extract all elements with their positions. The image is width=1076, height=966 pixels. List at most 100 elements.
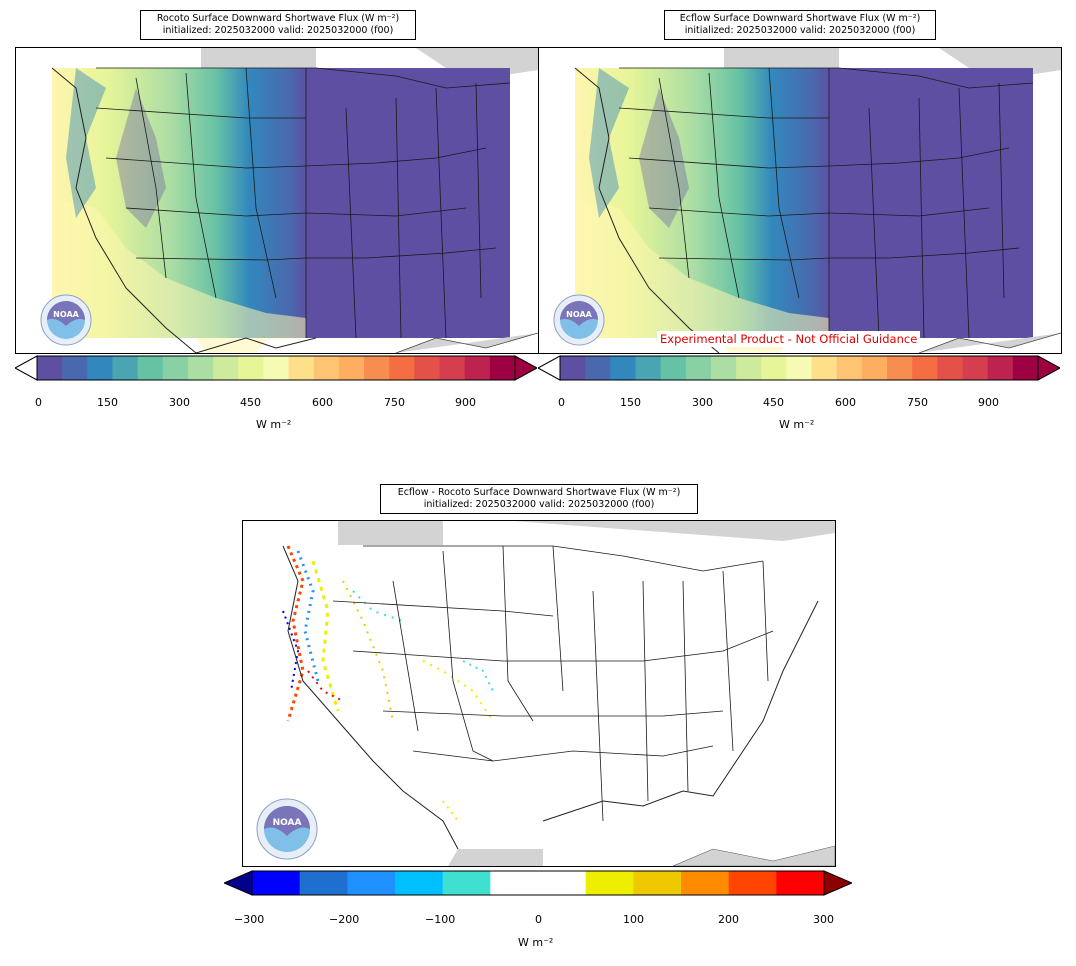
cb3-cell-4 <box>442 871 491 895</box>
cb1-tick-0: 0 <box>35 396 42 409</box>
panel1-title: Rocoto Surface Downward Shortwave Flux (… <box>140 10 416 40</box>
cb1-tick-150: 150 <box>97 396 118 409</box>
cb1-cell-5 <box>162 356 189 380</box>
cb3-cell-0 <box>252 871 301 895</box>
noaa-logo-text: NOAA <box>566 310 592 319</box>
cb3-tick-200: 200 <box>718 913 739 926</box>
panel1-coastline <box>51 67 197 353</box>
cb2-cell-14 <box>912 356 938 380</box>
noaa-logo: NOAA <box>256 798 318 860</box>
noaa-logo-text: NOAA <box>273 818 302 828</box>
experimental-banner: Experimental Product - Not Official Guid… <box>657 331 921 347</box>
panel3-map-svg: NOAA <box>243 521 835 866</box>
panel3-state-borders <box>332 545 774 822</box>
cb3-cell-6 <box>538 871 587 895</box>
cb2-tick-300: 300 <box>692 396 713 409</box>
cb1-tick-300: 300 <box>169 396 190 409</box>
cb3-tick-neg200: −200 <box>329 913 360 926</box>
panel2-colorbar <box>538 355 1060 381</box>
panel1-rockies-cloud <box>116 88 166 228</box>
panel1-pacific-nw-cloud <box>66 68 106 218</box>
panel1-map-svg: NOAA <box>16 48 538 353</box>
cb1-cell-0 <box>37 356 63 380</box>
panel1-title-line2: initialized: 2025032000 valid: 202503200… <box>162 25 394 36</box>
cb3-cell-7 <box>585 871 634 895</box>
cb1-cell-11 <box>313 356 340 380</box>
noaa-logo: NOAA <box>553 294 605 346</box>
cb2-cell-4 <box>660 356 687 380</box>
cb2-cell-10 <box>811 356 838 380</box>
cb1-cell-17 <box>464 356 491 380</box>
canada-land <box>201 48 316 68</box>
panel2-title-line1: Ecflow Surface Downward Shortwave Flux (… <box>679 13 921 24</box>
panel3-title-line1: Ecflow - Rocoto Surface Downward Shortwa… <box>397 487 681 498</box>
cb2-cell-13 <box>887 356 913 380</box>
cb3-cell-8 <box>633 871 682 895</box>
cb2-tick-900: 900 <box>978 396 999 409</box>
cb1-tick-450: 450 <box>240 396 261 409</box>
panel3-colorbar <box>224 870 852 896</box>
panel3-diff-speckles <box>282 545 494 822</box>
cb2-tick-750: 750 <box>907 396 928 409</box>
cb2-cell-15 <box>937 356 964 380</box>
cb1-tick-750: 750 <box>384 396 405 409</box>
cb1-cell-15 <box>414 356 441 380</box>
cb3-tick-0: 0 <box>535 913 542 926</box>
cb2-tick-600: 600 <box>835 396 856 409</box>
panel1-caribbean <box>395 332 538 353</box>
cb1-cell-6 <box>187 356 214 380</box>
cb1-cell-2 <box>87 356 113 380</box>
cb2-cell-6 <box>710 356 737 380</box>
panel2-colorbar-unit: W m⁻² <box>779 418 815 431</box>
cb3-cell-5 <box>490 871 539 895</box>
cb1-cell-3 <box>112 356 139 380</box>
cb1-cell-10 <box>288 356 315 380</box>
cb2-cell-3 <box>635 356 662 380</box>
cb2-cell-7 <box>736 356 762 380</box>
panel3-map: NOAA <box>242 520 836 867</box>
panel2-map-svg: NOAA <box>539 48 1061 353</box>
panel3-colorbar-unit: W m⁻² <box>518 936 554 949</box>
cb3-tick-100: 100 <box>623 913 644 926</box>
panel3-title: Ecflow - Rocoto Surface Downward Shortwa… <box>380 484 698 514</box>
cb3-cell-3 <box>395 871 444 895</box>
panel2-title: Ecflow Surface Downward Shortwave Flux (… <box>664 10 936 40</box>
cb3-tick-neg100: −100 <box>425 913 456 926</box>
panel1-southwest-bright <box>52 198 306 353</box>
noaa-logo-text: NOAA <box>53 310 79 319</box>
cb1-cell-14 <box>389 356 415 380</box>
panel1-colorbar <box>15 355 537 381</box>
cb3-tick-300: 300 <box>813 913 834 926</box>
panel3-coastline <box>282 545 459 850</box>
cb1-tick-900: 900 <box>455 396 476 409</box>
panel1-state-borders <box>95 67 511 339</box>
cb2-cell-0 <box>560 356 586 380</box>
panel2-title-line2: initialized: 2025032000 valid: 202503200… <box>684 25 916 36</box>
cb3-cell-11 <box>776 871 825 895</box>
cb3-cell-2 <box>347 871 396 895</box>
cb2-cell-5 <box>685 356 712 380</box>
mexico-land <box>448 849 543 866</box>
cb3-cell-10 <box>728 871 777 895</box>
panel3-title-line2: initialized: 2025032000 valid: 202503200… <box>423 499 655 510</box>
cb1-cell-13 <box>364 356 390 380</box>
cb2-cell-17 <box>987 356 1014 380</box>
panel1-map: NOAA <box>15 47 539 354</box>
cb2-cell-18 <box>1012 356 1039 380</box>
cb2-cell-8 <box>761 356 787 380</box>
panel2-state-borders <box>618 67 1034 339</box>
cb1-cell-8 <box>238 356 264 380</box>
cb1-cell-7 <box>213 356 239 380</box>
cb1-cell-16 <box>439 356 466 380</box>
panel2-map: NOAA <box>538 47 1062 354</box>
cb2-cell-11 <box>836 356 863 380</box>
cb1-tick-600: 600 <box>312 396 333 409</box>
cb2-cell-16 <box>962 356 989 380</box>
cb2-tick-150: 150 <box>620 396 641 409</box>
cb3-cell-1 <box>299 871 348 895</box>
cb2-cell-1 <box>585 356 611 380</box>
cb2-tick-450: 450 <box>763 396 784 409</box>
cb2-cell-2 <box>610 356 636 380</box>
cb1-cell-12 <box>338 356 365 380</box>
panel1-colorbar-unit: W m⁻² <box>256 418 292 431</box>
